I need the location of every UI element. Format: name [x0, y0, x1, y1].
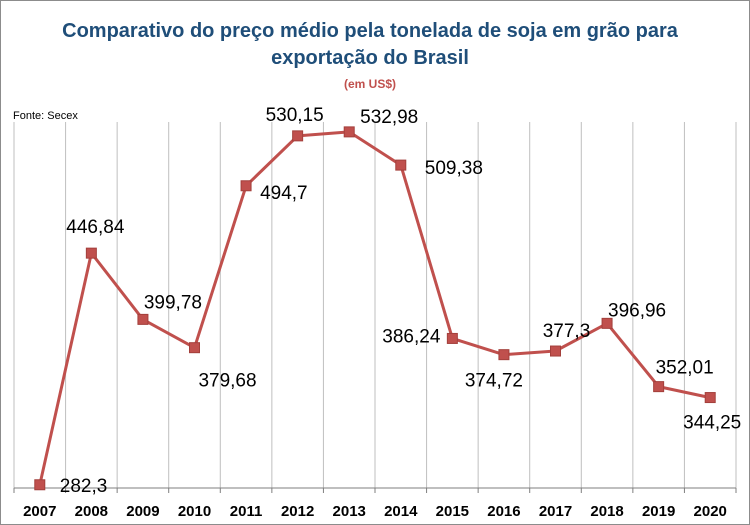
x-tick-label: 2013 [333, 503, 366, 520]
data-label: 530,15 [266, 105, 324, 126]
chart-subtitle: (em US$) [343, 77, 396, 91]
data-point-marker [498, 349, 510, 361]
x-tick-label: 2009 [126, 503, 159, 520]
x-tick-label: 2020 [694, 503, 727, 520]
x-tick-label: 2008 [75, 503, 108, 520]
data-point-marker [137, 313, 149, 325]
data-point-marker [704, 392, 716, 404]
data-point-marker [550, 345, 561, 357]
x-tick-label: 2017 [539, 503, 572, 520]
data-label: 399,78 [144, 292, 202, 313]
data-label: 379,68 [198, 371, 256, 392]
data-point-marker [601, 317, 613, 329]
x-tick-label: 2019 [642, 503, 675, 520]
x-tick-label: 2012 [281, 503, 314, 520]
chart-source: Fonte: Secex [13, 110, 78, 122]
chart-title-line-1: Comparativo do preço médio pela tonelada… [62, 20, 678, 42]
data-label: 282,3 [60, 476, 108, 497]
data-label: 377,3 [543, 321, 591, 342]
data-label: 509,38 [425, 158, 483, 179]
chart-title-line-2: exportação do Brasil [271, 47, 469, 69]
data-point-marker [395, 159, 407, 171]
data-label: 396,96 [608, 300, 666, 321]
data-point-marker [653, 381, 665, 393]
x-tick-label: 2016 [487, 503, 520, 520]
data-point-marker [189, 342, 200, 354]
data-point-marker [240, 180, 252, 192]
x-tick-label: 2015 [436, 503, 469, 520]
data-point-marker [34, 479, 46, 491]
data-point-marker [446, 332, 458, 344]
x-tick-label: 2007 [23, 503, 56, 520]
data-label: 532,98 [360, 107, 418, 128]
x-tick-label: 2010 [178, 503, 211, 520]
data-label: 446,84 [66, 217, 125, 238]
data-point-marker [343, 126, 355, 138]
data-label: 386,24 [382, 326, 441, 347]
x-tick-label: 2018 [590, 503, 623, 520]
data-label: 494,7 [260, 183, 308, 204]
data-point-marker [292, 130, 304, 142]
x-tick-label: 2011 [230, 503, 263, 520]
x-tick-label: 2014 [384, 503, 418, 520]
series-line [38, 130, 711, 486]
data-label: 374,72 [465, 371, 523, 392]
chart-title: Comparativo do preço médio pela tonelada… [0, 18, 740, 72]
data-label: 352,01 [656, 358, 714, 379]
data-label: 344,25 [683, 413, 741, 434]
data-point-marker [85, 247, 97, 259]
